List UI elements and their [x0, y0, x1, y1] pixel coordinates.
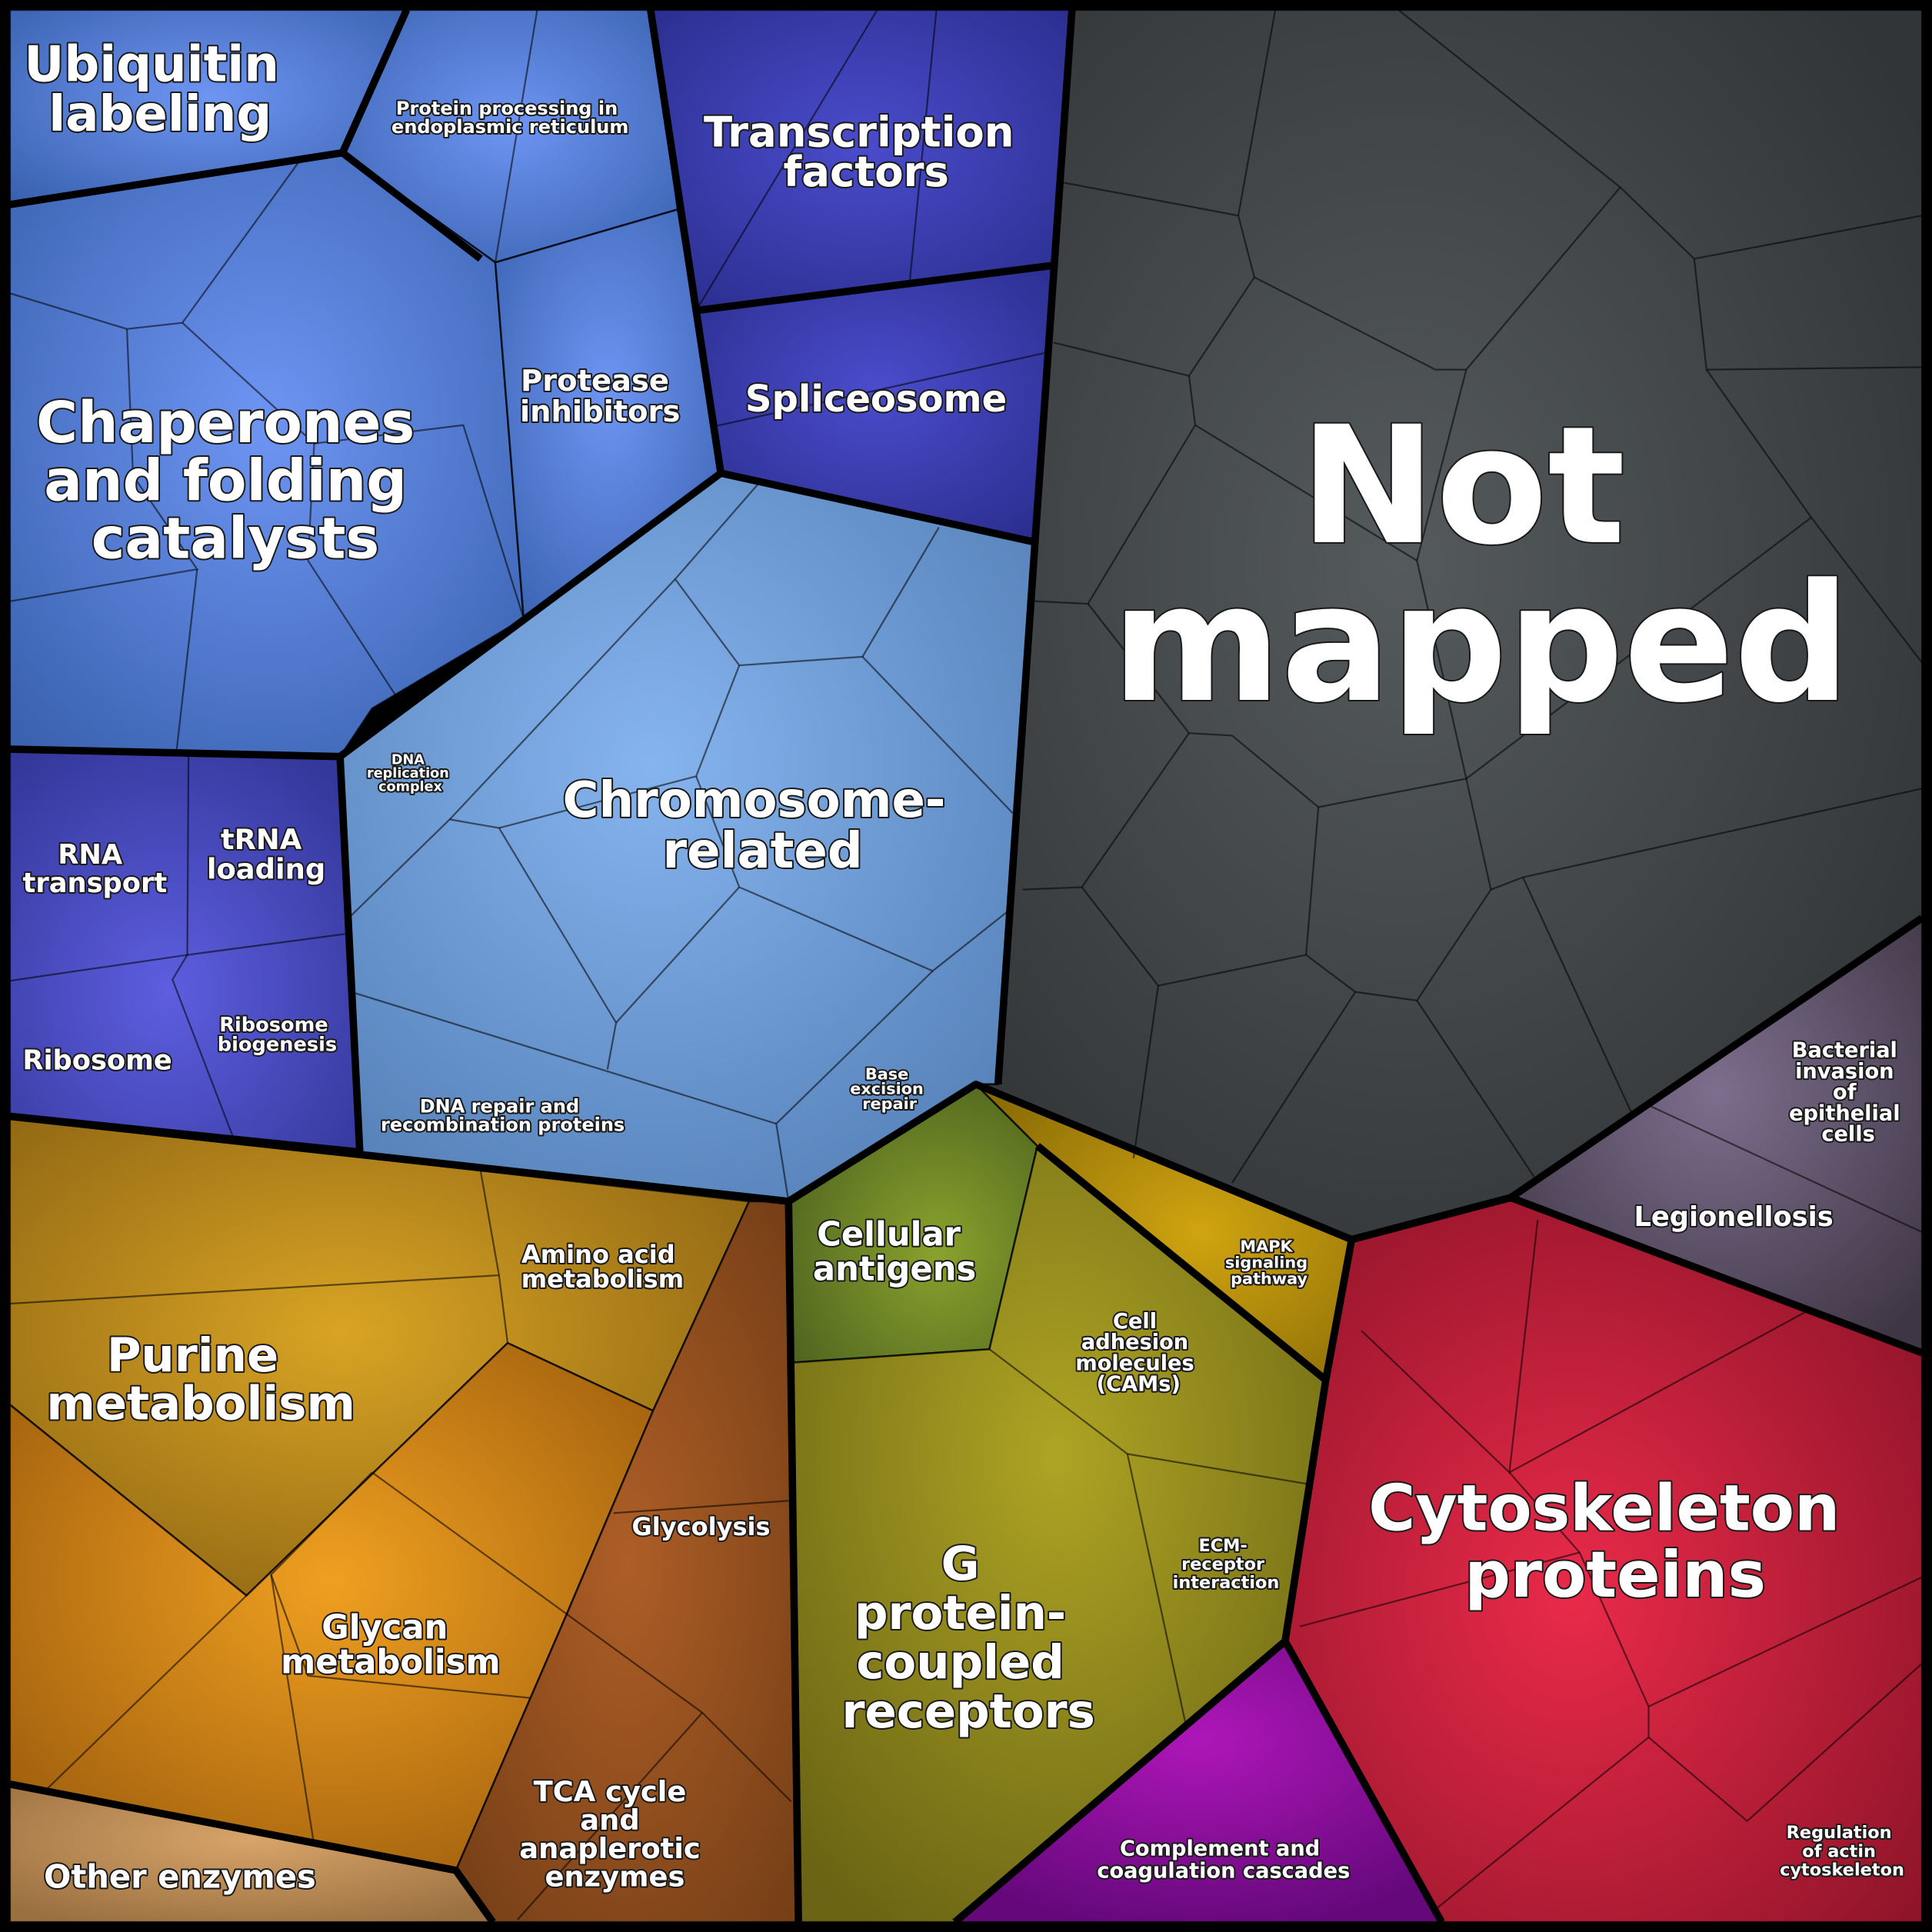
label-g-protein: G protein- coupled receptors: [842, 1537, 1095, 1739]
label-protease-inhibitors: Protease inhibitors: [520, 364, 680, 429]
region-translation: [8, 748, 361, 1154]
label-bacterial-invasion: Bacterial invasion of epithelial cells: [1789, 1039, 1907, 1147]
label-protein-processing: Protein processing in endoplasmic reticu…: [391, 98, 628, 138]
label-amino-acid-metabolism: Amino acid metabolism: [521, 1240, 684, 1294]
label-dna-replication: DNA replication complex: [367, 752, 454, 794]
label-legionellosis: Legionellosis: [1634, 1201, 1833, 1233]
label-tca-cycle: TCA cycle and anaplerotic enzymes: [519, 1775, 710, 1894]
label-ecm-receptor: ECM- receptor interaction: [1173, 1536, 1280, 1593]
label-rna-transport: RNA transport: [23, 839, 168, 899]
label-chromosome-related: Chromosome- related: [562, 772, 962, 880]
label-transcription-factors: Transcription factors: [704, 108, 1029, 196]
label-ubiquitin-labeling: Ubiquitin labeling: [24, 37, 296, 143]
label-cellular-antigens: Cellular antigens: [813, 1216, 976, 1289]
label-chaperones: Chaperones and folding catalysts: [36, 391, 435, 572]
label-dna-repair: DNA repair and recombination proteins: [381, 1096, 625, 1136]
label-not-mapped: Not mapped: [1111, 391, 1850, 738]
label-trna-loading: tRNA loading: [207, 823, 325, 885]
label-base-excision-repair: Base excision repair: [850, 1064, 929, 1112]
label-purine-metabolism: Purine metabolism: [46, 1328, 355, 1431]
label-ribosome-biogenesis: Ribosome biogenesis: [218, 1014, 337, 1057]
label-other-enzymes: Other enzymes: [44, 1857, 316, 1895]
label-mapk-signaling: MAPK signaling pathway: [1225, 1237, 1314, 1288]
cell-lines: [9, 8, 1924, 1920]
label-regulation-actin: Regulation of actin cytoskeleton: [1780, 1823, 1904, 1880]
label-complement-coagulation: Complement and coagulation cascades: [1097, 1837, 1350, 1884]
label-glycan-metabolism: Glycan metabolism: [281, 1609, 500, 1682]
label-cytoskeleton-proteins: Cytoskeleton proteins: [1368, 1471, 1862, 1613]
label-spliceosome: Spliceosome: [745, 378, 1007, 421]
label-glycolysis: Glycolysis: [631, 1512, 770, 1541]
region-ubiquitin: [8, 8, 722, 758]
labels: Ubiquitin labeling Protein processing in…: [21, 35, 1907, 1897]
label-cell-adhesion: Cell adhesion molecules (CAMs): [1075, 1310, 1201, 1397]
label-ribosome: Ribosome: [22, 1045, 172, 1077]
